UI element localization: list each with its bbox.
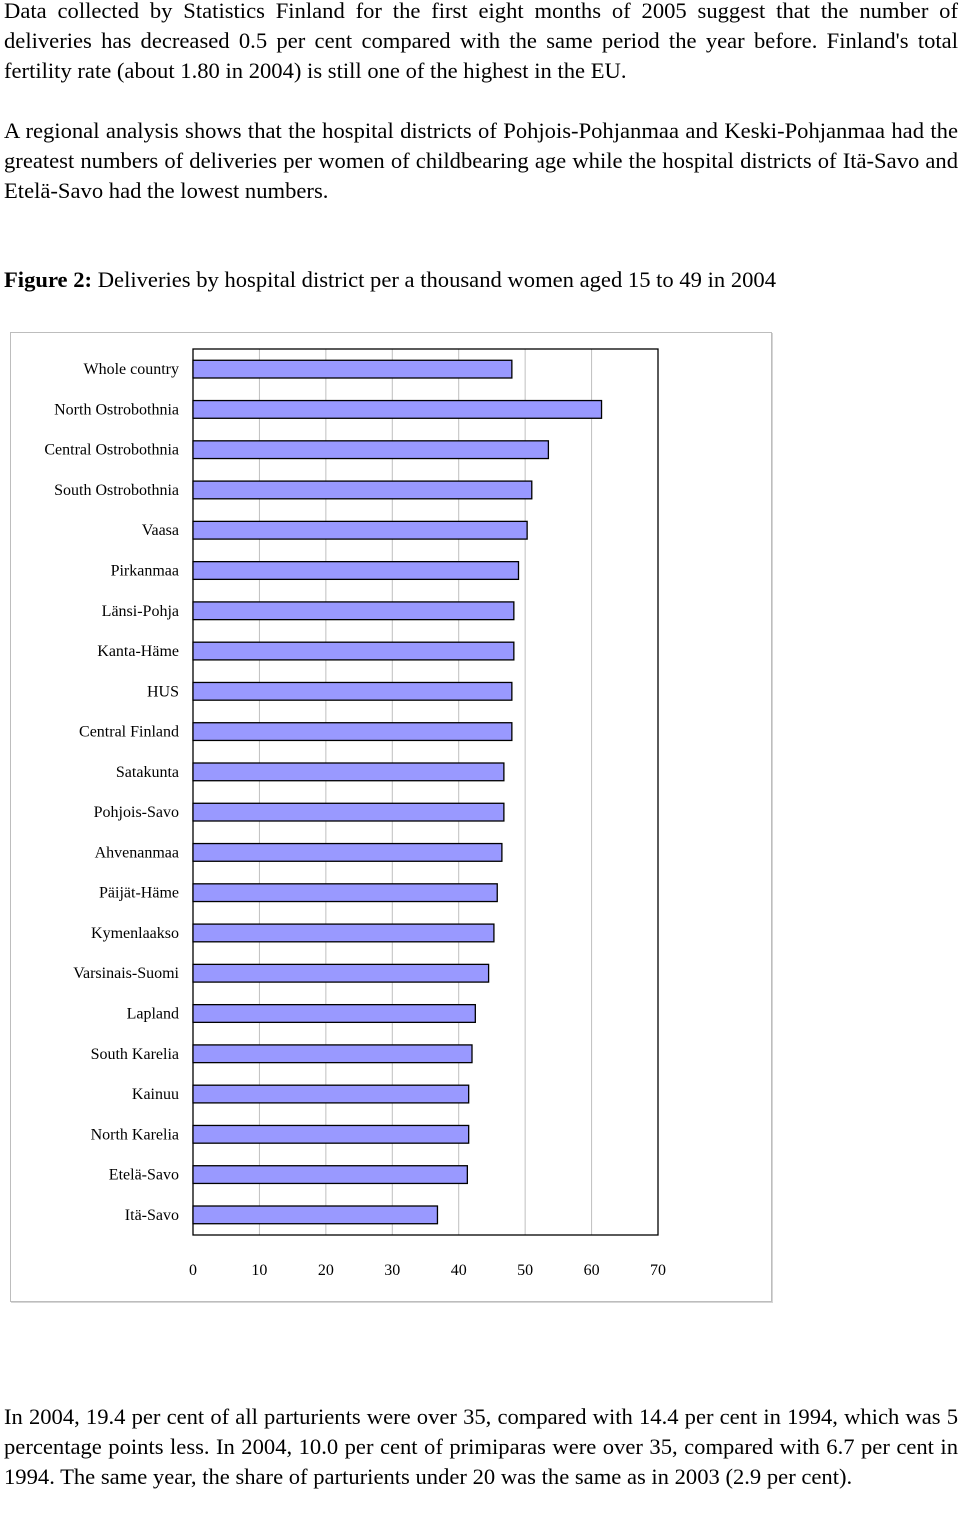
bar <box>192 560 520 581</box>
bar <box>192 1044 473 1064</box>
bar <box>192 1205 439 1225</box>
figure-caption: Figure 2: Deliveries by hospital distric… <box>4 265 958 295</box>
category-label: Varsinais-Suomi <box>73 965 179 982</box>
x-tick-label: 70 <box>650 1262 666 1279</box>
category-label: Itä-Savo <box>125 1207 179 1224</box>
x-tick-label: 0 <box>189 1262 197 1279</box>
x-tick-label: 60 <box>584 1262 600 1279</box>
bar <box>192 1003 476 1024</box>
x-tick-label: 20 <box>318 1262 334 1279</box>
category-label: Kainuu <box>132 1086 179 1103</box>
category-label: HUS <box>147 683 179 700</box>
plot-area-frame <box>192 348 659 1236</box>
category-label: Ahvenanmaa <box>95 844 179 861</box>
intro-paragraph: Data collected by Statistics Finland for… <box>4 0 958 83</box>
bar <box>192 802 505 822</box>
bar <box>192 520 528 540</box>
bar <box>192 399 603 419</box>
figure-label: Figure 2: <box>4 267 93 292</box>
chart-canvas: Whole country North Ostrobothnia Central O… <box>44 348 666 1279</box>
bar <box>192 480 533 500</box>
category-label: Pirkanmaa <box>111 563 179 580</box>
age-statistics-paragraph: In 2004, 19.4 per cent of all parturient… <box>4 1404 958 1489</box>
category-label: North Karelia <box>91 1126 179 1143</box>
category-label: Kanta-Häme <box>97 643 179 660</box>
category-label: Central Ostrobothnia <box>44 442 179 459</box>
bar <box>192 842 503 862</box>
bar <box>192 681 513 701</box>
category-label: North Ostrobothnia <box>54 401 179 418</box>
category-label: Länsi-Pohja <box>102 603 179 620</box>
x-tick-label: 30 <box>384 1262 400 1279</box>
category-label: Etelä-Savo <box>109 1167 179 1184</box>
category-label: Whole country <box>83 361 179 378</box>
bar <box>192 883 498 903</box>
category-label: South Karelia <box>91 1046 179 1063</box>
bar <box>192 641 515 661</box>
bar <box>192 963 490 983</box>
bar <box>192 1084 470 1104</box>
bar <box>192 601 515 621</box>
bar <box>192 1124 470 1144</box>
category-label: Pohjois-Savo <box>94 804 179 821</box>
x-tick-label: 10 <box>251 1262 267 1279</box>
category-label: Satakunta <box>116 764 179 781</box>
category-label: Kymenlaakso <box>91 925 179 942</box>
bar <box>192 1165 469 1185</box>
category-label: Vaasa <box>142 522 179 539</box>
bar <box>192 923 495 943</box>
bar <box>192 359 513 379</box>
figure-caption-text: Deliveries by hospital district per a th… <box>97 267 777 292</box>
category-label: Päijät-Häme <box>99 885 179 902</box>
x-tick-label: 40 <box>451 1262 467 1279</box>
bar <box>192 762 505 782</box>
deliveries-bar-chart: Whole country North Ostrobothnia Central O… <box>10 332 772 1302</box>
regional-analysis-paragraph: A regional analysis shows that the hospi… <box>4 118 958 203</box>
x-tick-label: 50 <box>517 1262 533 1279</box>
category-label: Lapland <box>127 1006 179 1023</box>
category-label: Central Finland <box>79 724 179 741</box>
bar <box>192 440 550 460</box>
bar <box>192 722 513 742</box>
category-label: South Ostrobothnia <box>54 482 179 499</box>
